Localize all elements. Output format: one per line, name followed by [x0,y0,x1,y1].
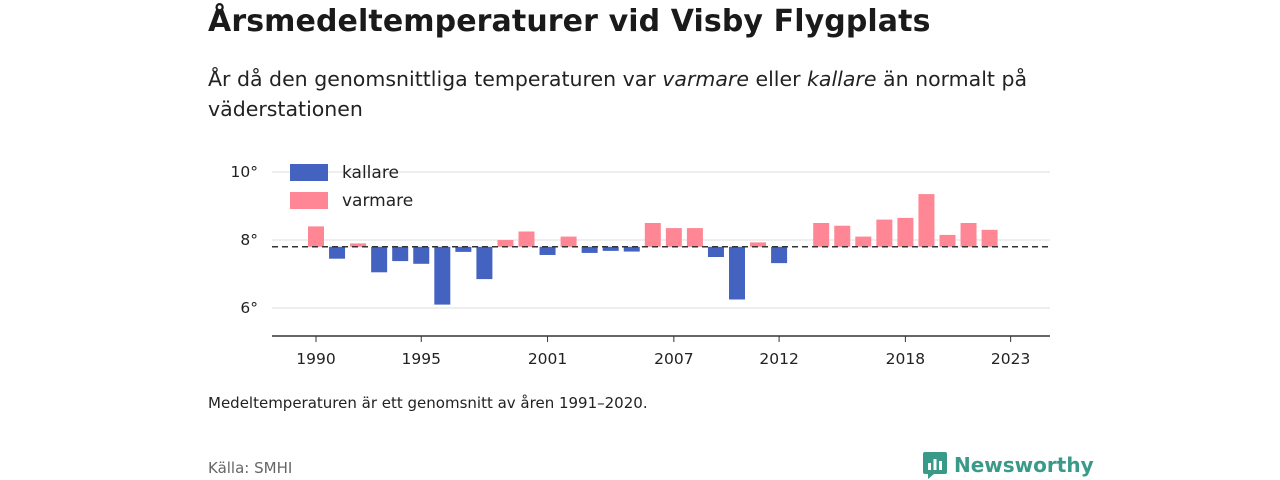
subtitle-text-mid: eller [748,67,808,91]
x-tick-label: 2001 [528,350,567,368]
chart-subtitle: År då den genomsnittliga temperaturen va… [208,64,1088,124]
newsworthy-brand[interactable]: Newsworthy [922,450,1094,480]
subtitle-text-end: än normalt på väderstationen [208,67,1028,121]
bar-1993 [371,246,388,273]
bar-2000 [518,231,535,247]
bar-1996 [434,246,451,305]
bar-1997 [455,246,472,252]
bar-1991 [329,246,346,259]
bar-1999 [497,240,514,247]
bar-2006 [644,223,661,247]
bar-2009 [707,246,724,257]
x-tick-label: 2018 [886,350,925,368]
bar-chart: 6° 8° 10° 1990 1995 2001 2007 2012 2018 2023 kalla… [231,163,1050,368]
bar-2012 [771,246,788,264]
bar-2014 [813,223,830,247]
x-tick-label: 1990 [296,350,335,368]
bar-1998 [476,246,493,280]
bar-2017 [876,219,893,247]
x-tick-label: 2023 [991,350,1030,368]
source-label: Källa: SMHI [208,459,293,477]
bar-2008 [686,228,703,247]
legend-swatch-varmare [290,192,328,209]
bar-2019 [918,194,935,247]
bar-2001 [539,246,556,255]
y-tick-label: 8° [240,231,258,249]
newsworthy-logo-icon [923,452,947,479]
bar-2022 [981,229,998,247]
legend-label-kallare: kallare [342,163,399,183]
subtitle-text-start: År då den genomsnittliga temperaturen va… [208,67,663,91]
bar-2021 [960,223,977,247]
bar-2020 [939,234,956,247]
x-tick-label: 1995 [402,350,441,368]
bar-2015 [834,225,851,247]
bar-2002 [560,236,577,247]
x-tick-label: 2007 [654,350,693,368]
bar-2011 [750,242,767,247]
chart-footnote: Medeltemperaturen är ett genomsnitt av å… [208,394,648,412]
chart-title: Årsmedeltemperaturer vid Visby Flygplats [208,4,931,39]
bar-2004 [602,246,619,251]
bar-2018 [897,217,914,247]
y-tick-label: 6° [240,299,258,317]
bar-1995 [413,246,430,264]
bar-2003 [581,246,598,253]
bar-2016 [855,236,872,247]
bar-1992 [350,243,367,247]
legend-swatch-kallare [290,164,328,181]
bar-2010 [729,246,745,300]
bar-2007 [665,228,682,247]
bar-1990 [308,226,324,247]
x-tick-label: 2012 [759,350,798,368]
subtitle-warm-word: varmare [662,67,749,91]
subtitle-cold-word: kallare [807,67,877,91]
brand-name: Newsworthy [954,453,1094,477]
bar-2005 [623,246,640,252]
legend-label-varmare: varmare [342,191,413,211]
bar-1994 [392,246,409,262]
y-tick-label: 10° [231,163,258,181]
